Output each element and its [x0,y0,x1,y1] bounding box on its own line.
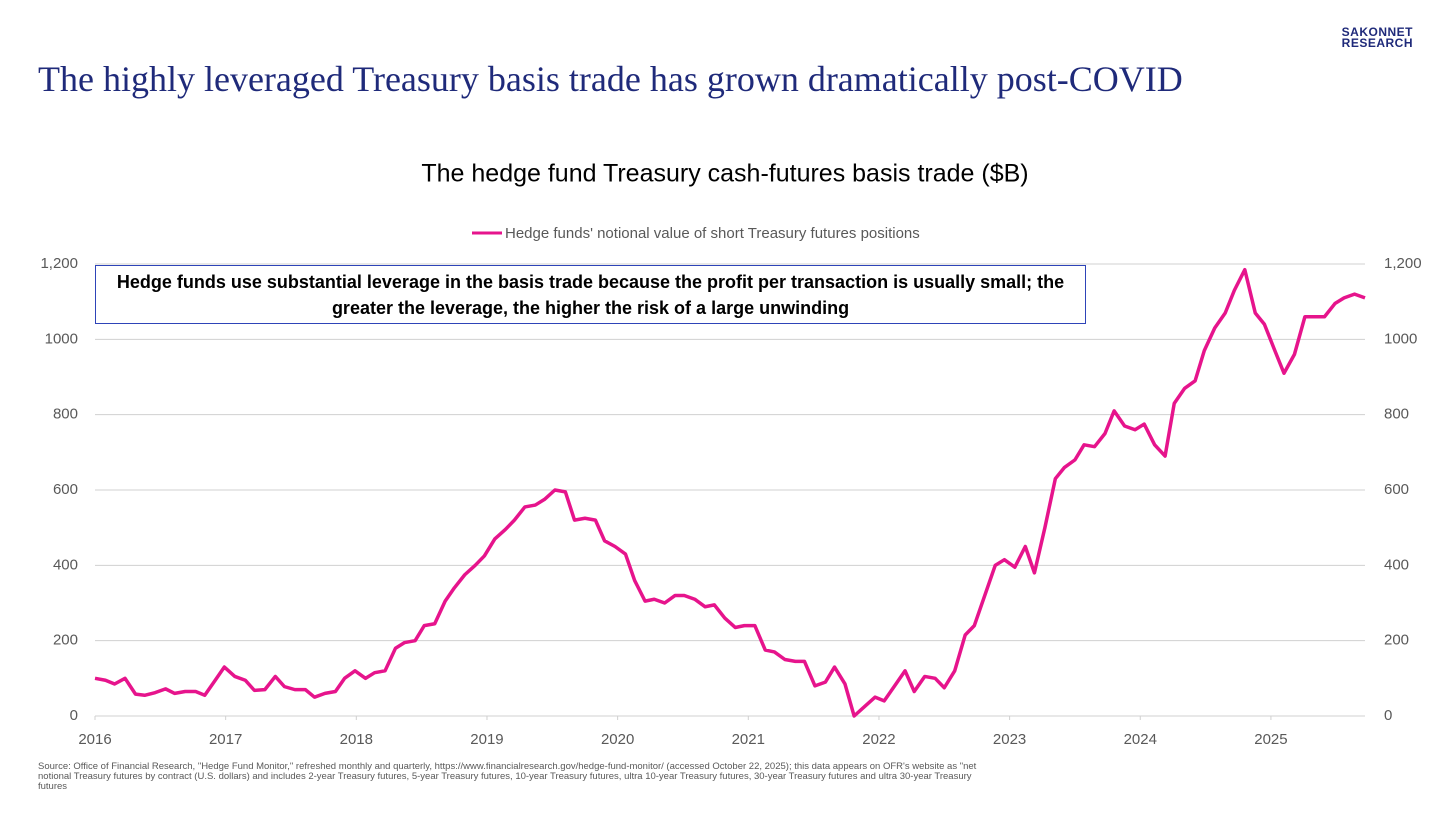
y-tick-label: 200 [53,632,78,649]
y-tick-label: 600 [53,481,78,498]
y2-tick-label: 1,200 [1384,255,1422,272]
y2-tick-label: 600 [1384,481,1409,498]
x-tick-label: 2022 [862,731,895,748]
x-tick-label: 2021 [732,731,765,748]
y2-tick-label: 200 [1384,632,1409,649]
slide-title: The highly leveraged Treasury basis trad… [38,59,1183,99]
x-tick-label: 2025 [1254,731,1287,748]
y-tick-label: 1,200 [40,255,78,272]
legend-label: Hedge funds' notional value of short Tre… [505,225,920,242]
x-tick-label: 2016 [78,731,111,748]
x-tick-label: 2024 [1124,731,1157,748]
x-tick-label: 2019 [470,731,503,748]
x-tick-label: 2017 [209,731,242,748]
y2-tick-label: 0 [1384,707,1392,724]
data-line [94,267,1366,718]
y2-tick-label: 400 [1384,556,1409,573]
logo-line: SAKONNET [1341,25,1413,39]
logo-line: RESEARCH [1341,36,1413,50]
y-tick-label: 0 [70,707,78,724]
annotation: Hedge funds use substantial leverage in … [95,265,1086,324]
logo: SAKONNET RESEARCH [1341,25,1413,50]
x-tick-label: 2023 [993,731,1026,748]
y2-tick-label: 800 [1384,406,1409,423]
y-tick-label: 800 [53,406,78,423]
chart-title: The hedge fund Treasury cash-futures bas… [421,160,1028,188]
y-tick-label: 1000 [45,330,78,347]
x-tick-label: 2020 [601,731,634,748]
x-tick-label: 2018 [340,731,373,748]
source-note: Source: Office of Financial Research, "H… [38,761,977,792]
y2-tick-label: 1000 [1384,330,1417,347]
y-tick-label: 400 [53,556,78,573]
